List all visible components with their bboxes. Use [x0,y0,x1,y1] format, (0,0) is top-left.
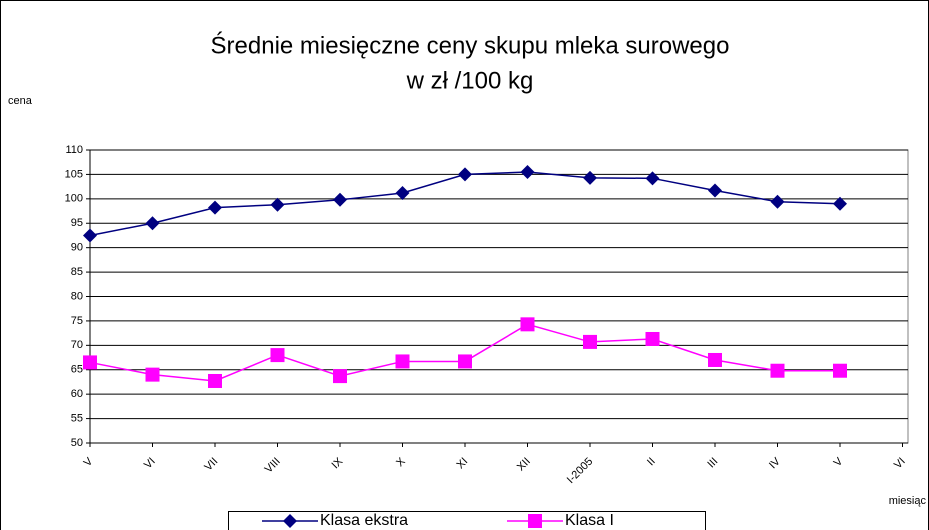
chart-title: w zł /100 kg [406,67,534,94]
y-tick-label: 85 [71,266,83,278]
marker [395,354,410,369]
y-tick-label: 105 [65,168,83,180]
y-tick-label: 55 [71,412,83,424]
x-axis-label: miesiąc [889,495,927,507]
marker [333,369,347,384]
marker [708,183,722,198]
marker [645,171,660,186]
marker [645,331,660,346]
marker [333,192,347,207]
marker [770,363,785,378]
marker [270,348,285,363]
y-tick-label: 90 [71,242,83,254]
marker [145,367,160,382]
legend-label: Klasa ekstra [320,512,408,529]
y-tick-label: 95 [71,217,83,229]
y-tick-label: 60 [71,388,83,400]
y-tick-label: 50 [71,437,83,449]
y-tick-label: 65 [71,364,83,376]
y-tick-label: 70 [71,339,83,351]
marker [208,200,222,215]
y-tick-label: 100 [65,193,83,205]
y-tick-label: 110 [65,144,83,156]
marker [458,354,472,369]
marker [83,355,97,370]
marker [208,373,222,388]
legend-marker [283,514,297,528]
marker [770,194,785,209]
marker [833,363,847,378]
y-axis-label: cena [8,95,33,107]
marker [708,352,722,367]
chart-title: Średnie miesięczne ceny skupu mleka suro… [211,31,730,59]
marker [145,216,160,231]
marker [583,334,597,349]
y-tick-label: 80 [71,290,83,302]
legend-box [228,511,706,530]
marker [458,167,472,182]
marker [520,164,535,179]
marker [583,170,597,185]
legend-marker [528,514,542,528]
marker [833,196,847,211]
marker [83,228,97,243]
marker [395,185,410,200]
marker [270,197,285,212]
y-tick-label: 75 [71,315,83,327]
marker [520,317,535,332]
legend-label: Klasa I [565,512,614,529]
